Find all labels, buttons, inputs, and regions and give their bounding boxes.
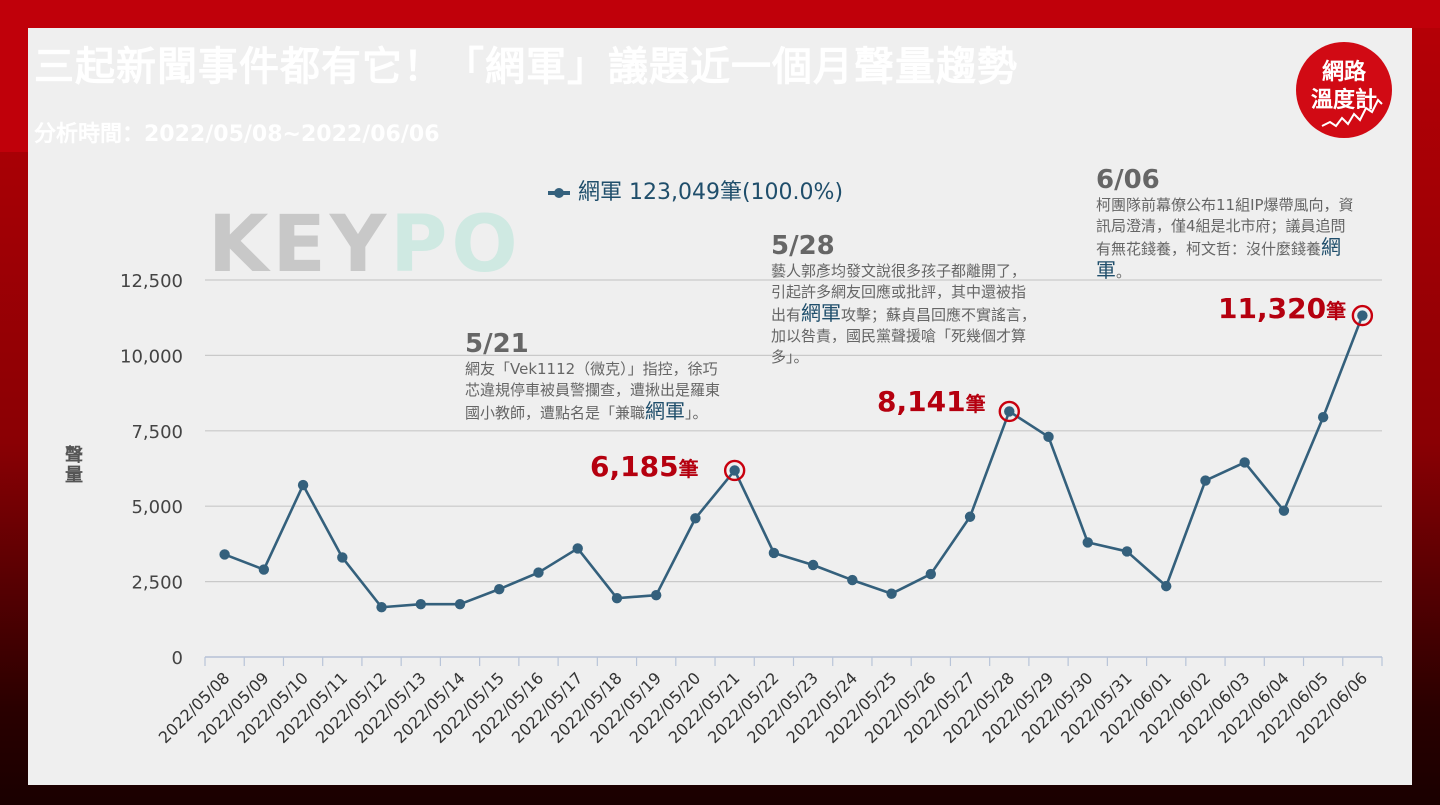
annotation-date: 5/28 [771,231,835,261]
data-point [847,574,858,586]
data-point [690,513,701,524]
annotation-highlight: 網軍 [1096,235,1342,282]
chart-card [28,28,1412,785]
value-label-0528: 8,141筆 [877,385,986,418]
data-point [729,465,740,476]
data-point [1239,457,1250,468]
data-point [1278,505,1290,516]
value-number: 8,141 [877,385,966,418]
value-number: 11,320 [1218,292,1327,325]
data-point [807,559,819,571]
data-point [219,549,230,560]
value-unit: 筆 [1326,299,1347,323]
brand-logo: 網路 溫度計 [1296,42,1392,138]
annotation-text: 網友「Vek1112（微克）」指控，徐巧芯違規停車被員警攔查，遭揪出是羅東國小教… [465,360,721,422]
annotation-text-end: 」。 [685,404,708,422]
y-tick-label: 7,500 [131,422,183,443]
y-tick-label: 5,000 [131,497,183,518]
watermark-po: PO [390,200,522,290]
keypo-watermark: KEYPO [208,200,522,290]
highlight-ring [998,400,1020,423]
logo-line-1: 網路 [1321,60,1366,85]
highlight-ring [723,459,746,482]
y-tick-label: 2,500 [131,573,183,594]
logo-pulse-icon [1321,98,1383,128]
legend-swatch [548,188,570,198]
value-unit: 筆 [678,457,699,481]
data-point [1004,406,1015,417]
y-tick-label: 12,500 [120,271,183,292]
data-point [1357,310,1368,321]
data-point [415,599,426,610]
chart-legend: 網軍 123,049筆(100.0%) [548,174,843,206]
value-number: 6,185 [590,450,679,483]
annotation-highlight: 網軍 [645,399,686,423]
data-point [650,589,662,601]
data-point [494,583,505,595]
data-point [1317,412,1329,423]
annotation-text-end: 。 [1116,263,1132,281]
data-point [454,599,466,610]
data-point [572,543,583,554]
annotation-0606: 6/06 柯團隊前幕僚公布11組IP爆帶風向，資訊局澄清，僅4組是北市府；議員追… [1096,165,1356,283]
data-point [964,511,976,522]
data-point [1082,537,1093,548]
data-point [337,552,348,563]
data-point [886,588,897,599]
value-unit: 筆 [965,392,986,416]
y-tick-label: 0 [172,648,183,669]
data-point [611,592,623,604]
value-label-0606: 11,320筆 [1218,292,1346,325]
annotation-text-end: 攻擊；蘇貞昌回應不實謠言，加以咎責，國民黨聲援嗆「死幾個才算多」。 [771,306,1037,366]
annotation-0521: 5/21 網友「Vek1112（微克）」指控，徐巧芯違規停車被員警攔查，遭揪出是… [465,329,727,424]
annotation-0528: 5/28 藝人郭彥均發文說很多孩子都離開了，引起許多網友回應或批評，其中還被指出… [771,231,1039,368]
data-point [925,568,937,580]
legend-label: 網軍 123,049筆(100.0%) [578,180,844,205]
data-point [258,564,270,575]
series-line [224,315,1364,609]
y-axis-label: 聲量 [65,445,83,486]
highlight-ring [1351,304,1374,327]
annotation-date: 6/06 [1096,165,1160,195]
data-point [1200,475,1211,486]
data-point [376,602,387,613]
data-point [1161,580,1172,592]
data-point [768,547,780,559]
annotation-highlight: 網軍 [801,301,842,325]
data-point [1121,546,1133,557]
data-point [533,567,544,578]
y-tick-label: 10,000 [120,346,183,367]
watermark-key: KEY [208,200,391,290]
annotation-text: 藝人郭彥均發文說很多孩子都離開了，引起許多網友回應或批評，其中還被指出有 [771,262,1027,324]
annotation-text: 柯團隊前幕僚公布11組IP爆帶風向，資訊局澄清，僅4組是北市府；議員追問有無花錢… [1096,196,1354,258]
page-title: 三起新聞事件都有它！「網軍」議題近一個月聲量趨勢 [34,44,1018,90]
value-label-0521: 6,185筆 [590,450,699,483]
data-point [297,479,309,491]
annotation-date: 5/21 [465,329,529,359]
analysis-period: 分析時間：2022/05/08~2022/06/06 [34,122,440,147]
data-point [1043,431,1054,443]
